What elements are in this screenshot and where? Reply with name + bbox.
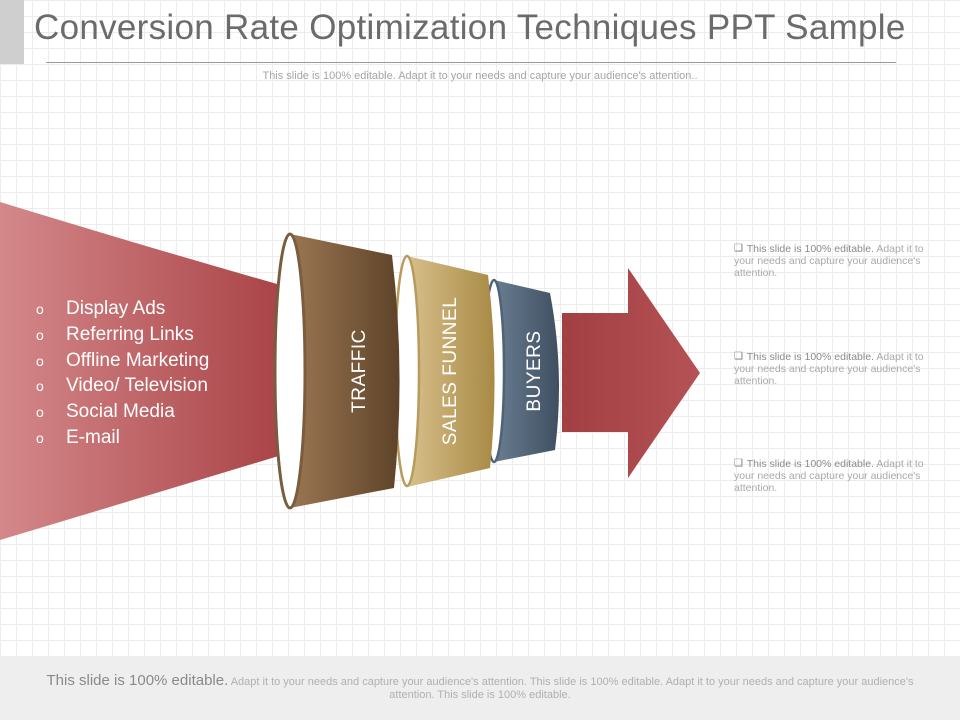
circle-bullet-icon: o — [36, 301, 44, 317]
list-item: o Display Ads — [36, 296, 209, 322]
output-arrow — [562, 268, 700, 478]
page-title: Conversion Rate Optimization Techniques … — [34, 8, 906, 47]
stage-buyers-shape — [482, 278, 559, 464]
list-item-label: Display Ads — [66, 298, 166, 319]
circle-bullet-icon: o — [36, 326, 44, 343]
note-body: Adapt it to your needs and capture your … — [734, 458, 924, 494]
note-2: ❑ This slide is 100% editable. Adapt it … — [734, 351, 940, 387]
stage-label-buyers: BUYERS — [524, 330, 545, 412]
note-lead: This slide is 100% editable. — [746, 243, 874, 255]
circle-bullet-icon: o — [36, 404, 44, 421]
list-item-label: Social Media — [66, 401, 175, 423]
footer-body: Adapt it to your needs and capture your … — [230, 676, 914, 701]
list-item: o Referring Links — [36, 322, 209, 348]
list-item-label: E-mail — [66, 426, 120, 448]
list-item: o E-mail — [36, 425, 209, 451]
list-item-label: Referring Links — [66, 323, 194, 345]
checkbox-icon: ❑ — [734, 351, 743, 362]
checkbox-icon: ❑ — [734, 458, 743, 469]
note-lead: This slide is 100% editable. — [746, 458, 874, 470]
stage-label-traffic: TRAFFIC — [349, 329, 370, 413]
footer-lead: This slide is 100% editable. — [46, 672, 229, 689]
title-divider — [46, 62, 896, 63]
list-item: o Offline Marketing — [36, 348, 209, 374]
circle-bullet-icon: o — [36, 352, 44, 369]
note-3: ❑ This slide is 100% editable. Adapt it … — [734, 458, 940, 494]
footer-text: This slide is 100% editable. Adapt it to… — [30, 672, 930, 702]
note-body: Adapt it to your needs and capture your … — [734, 351, 924, 387]
list-item: o Video/ Television — [36, 373, 209, 399]
title-accent-bar — [0, 0, 24, 64]
note-1: ❑ This slide is 100% editable. Adapt it … — [734, 243, 940, 279]
note-body: Adapt it to your needs and capture your … — [734, 243, 924, 279]
stage-label-sales-funnel: SALES FUNNEL — [440, 296, 461, 446]
list-item-label: Offline Marketing — [66, 349, 210, 371]
page-subtitle: This slide is 100% editable. Adapt it to… — [262, 70, 698, 82]
list-item: o Social Media — [36, 399, 209, 425]
circle-bullet-icon: o — [36, 378, 44, 395]
traffic-sources-list: o Display Ads o Referring Links o Offline M… — [36, 296, 209, 451]
source-wedge — [0, 202, 305, 540]
list-item-label: Video/ Television — [66, 375, 208, 397]
checkbox-icon: ❑ — [734, 243, 743, 254]
stage-traffic-shape — [273, 232, 400, 510]
footer-band: This slide is 100% editable. Adapt it to… — [0, 656, 960, 720]
note-lead: This slide is 100% editable. — [746, 351, 874, 363]
circle-bullet-icon: o — [36, 429, 44, 446]
stage-sales-funnel-shape — [393, 254, 495, 488]
